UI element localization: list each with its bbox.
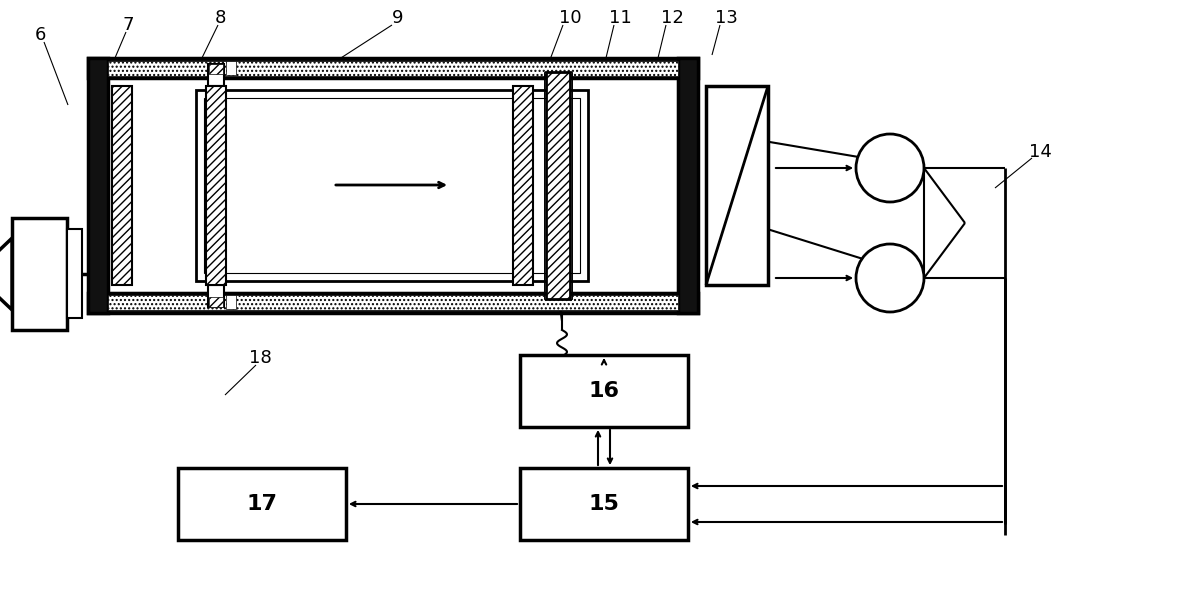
Bar bbox=[88, 58, 698, 78]
Bar bbox=[12, 218, 67, 330]
Text: 13: 13 bbox=[715, 9, 737, 27]
Bar bbox=[208, 285, 224, 307]
Bar bbox=[88, 293, 698, 313]
Bar bbox=[706, 86, 768, 285]
Text: 12: 12 bbox=[660, 9, 683, 27]
Bar bbox=[108, 295, 678, 310]
Text: 10: 10 bbox=[558, 9, 581, 27]
Bar bbox=[67, 229, 82, 318]
Text: 14: 14 bbox=[1029, 143, 1051, 161]
Polygon shape bbox=[0, 238, 12, 310]
Bar bbox=[678, 58, 698, 313]
Bar bbox=[512, 86, 533, 285]
Bar bbox=[108, 61, 678, 76]
Bar bbox=[226, 295, 236, 309]
Bar bbox=[520, 355, 688, 427]
Text: 15: 15 bbox=[588, 494, 620, 514]
Bar bbox=[226, 61, 236, 75]
Bar bbox=[209, 64, 223, 74]
Bar bbox=[206, 86, 226, 285]
Bar bbox=[88, 58, 108, 313]
Bar bbox=[208, 64, 224, 86]
Circle shape bbox=[857, 244, 924, 312]
Text: 17: 17 bbox=[247, 494, 278, 514]
Bar bbox=[209, 297, 223, 307]
Text: 6: 6 bbox=[35, 26, 46, 44]
Text: 9: 9 bbox=[392, 9, 404, 27]
Bar bbox=[112, 86, 132, 285]
Circle shape bbox=[857, 134, 924, 202]
Bar bbox=[178, 468, 346, 540]
Text: 16: 16 bbox=[588, 381, 620, 401]
Bar bbox=[108, 78, 678, 293]
Text: 8: 8 bbox=[214, 9, 226, 27]
Text: 18: 18 bbox=[249, 349, 272, 367]
Bar bbox=[546, 72, 570, 299]
Bar bbox=[205, 98, 580, 273]
Bar bbox=[196, 90, 588, 281]
Text: 11: 11 bbox=[609, 9, 632, 27]
Bar bbox=[544, 72, 571, 299]
Text: 7: 7 bbox=[123, 16, 134, 34]
Bar bbox=[520, 468, 688, 540]
